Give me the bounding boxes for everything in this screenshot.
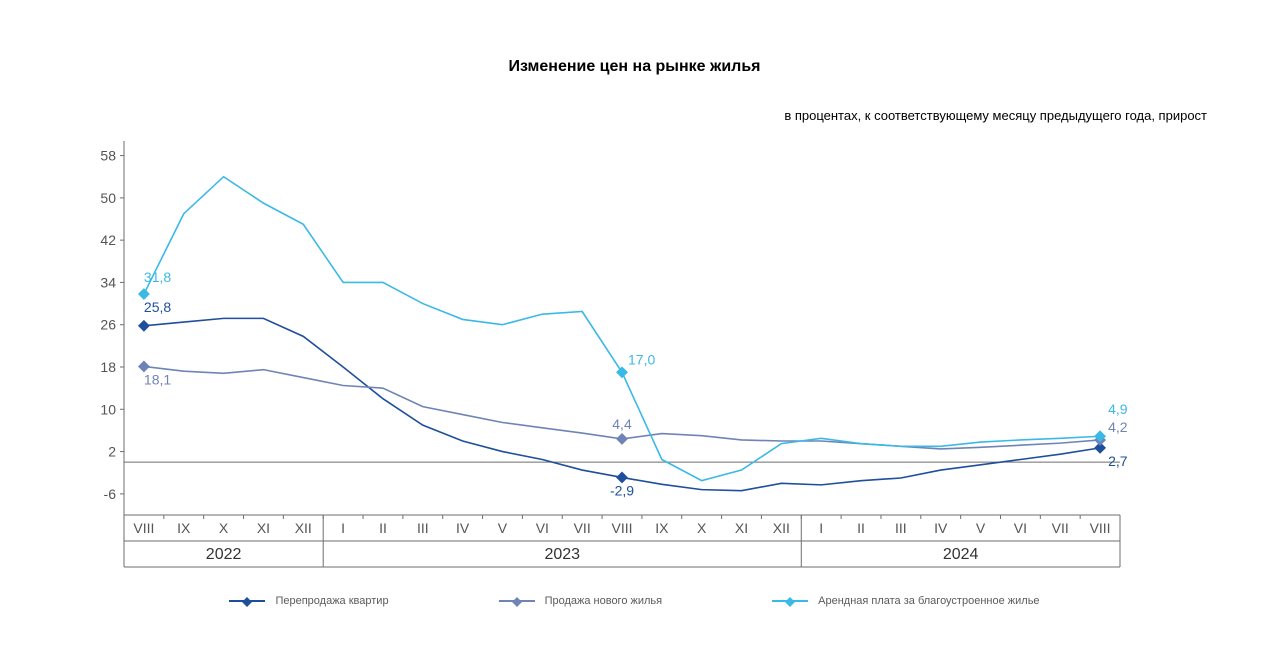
x-tick-label: VII bbox=[574, 520, 591, 536]
chart-title: Изменение цен на рынке жилья bbox=[0, 58, 1269, 76]
year-group-label: 2024 bbox=[943, 546, 979, 563]
y-tick-label: 18 bbox=[100, 359, 116, 375]
point-label: 4,4 bbox=[612, 416, 632, 432]
x-tick-label: XI bbox=[257, 520, 270, 536]
x-tick-label: III bbox=[895, 520, 907, 536]
page-root: Изменение цен на рынке жилья в процентах… bbox=[0, 0, 1269, 658]
y-tick-label: 26 bbox=[100, 317, 116, 333]
y-tick-label: 58 bbox=[100, 148, 116, 164]
legend-item-rent: Арендная плата за благоустроенное жилье bbox=[772, 595, 1039, 607]
y-tick-label: 10 bbox=[100, 401, 116, 417]
x-tick-label: VIII bbox=[1090, 520, 1111, 536]
x-tick-label: V bbox=[498, 520, 508, 536]
x-tick-label: XI bbox=[735, 520, 748, 536]
x-tick-label: VI bbox=[1014, 520, 1027, 536]
x-tick-label: XII bbox=[295, 520, 312, 536]
legend-label: Арендная плата за благоустроенное жилье bbox=[818, 595, 1039, 607]
legend-label: Перепродажа квартир bbox=[275, 595, 388, 607]
x-tick-label: II bbox=[857, 520, 865, 536]
x-tick-label: IV bbox=[456, 520, 470, 536]
y-tick-label: 2 bbox=[108, 444, 116, 460]
point-label: 25,8 bbox=[144, 299, 171, 315]
point-label: 2,7 bbox=[1108, 453, 1128, 469]
y-tick-label: -6 bbox=[104, 486, 117, 502]
point-label: 31,8 bbox=[144, 269, 171, 285]
legend-label: Продажа нового жилья bbox=[545, 595, 663, 607]
year-group-label: 2023 bbox=[544, 546, 580, 563]
point-label: 17,0 bbox=[628, 351, 655, 367]
legend-swatch bbox=[499, 600, 535, 602]
x-tick-label: I bbox=[341, 520, 345, 536]
legend-swatch bbox=[772, 600, 808, 602]
point-label: 18,1 bbox=[144, 371, 171, 387]
legend-item-new: Продажа нового жилья bbox=[499, 595, 663, 607]
year-group-label: 2022 bbox=[206, 546, 242, 563]
x-tick-label: IV bbox=[934, 520, 948, 536]
legend-item-resale: Перепродажа квартир bbox=[229, 595, 388, 607]
y-tick-label: 42 bbox=[100, 232, 116, 248]
legend-swatch bbox=[229, 600, 265, 602]
x-tick-label: VI bbox=[536, 520, 549, 536]
x-tick-label: V bbox=[976, 520, 986, 536]
x-tick-label: II bbox=[379, 520, 387, 536]
chart-legend: Перепродажа квартир Продажа нового жилья А… bbox=[0, 595, 1269, 607]
x-tick-label: VIII bbox=[611, 520, 632, 536]
series-marker bbox=[616, 366, 628, 378]
line-chart: -6210182634425058VIIIIXXXIXIIIIIIIIIVVVI… bbox=[80, 135, 1140, 575]
y-tick-label: 50 bbox=[100, 190, 116, 206]
x-tick-label: XII bbox=[773, 520, 790, 536]
point-label: 4,9 bbox=[1108, 401, 1128, 417]
x-tick-label: IX bbox=[177, 520, 191, 536]
x-tick-label: I bbox=[819, 520, 823, 536]
chart-subtitle: в процентах, к соответствующему месяцу п… bbox=[784, 108, 1207, 123]
x-tick-label: VII bbox=[1052, 520, 1069, 536]
series-marker bbox=[138, 320, 150, 332]
x-tick-label: IX bbox=[655, 520, 669, 536]
series-line-resale bbox=[144, 318, 1100, 490]
point-label: -2,9 bbox=[610, 482, 634, 498]
x-tick-label: X bbox=[697, 520, 707, 536]
point-label: 4,2 bbox=[1108, 419, 1128, 435]
x-tick-label: III bbox=[417, 520, 429, 536]
x-tick-label: VIII bbox=[133, 520, 154, 536]
series-marker bbox=[616, 433, 628, 445]
y-tick-label: 34 bbox=[100, 274, 116, 290]
x-tick-label: X bbox=[219, 520, 229, 536]
